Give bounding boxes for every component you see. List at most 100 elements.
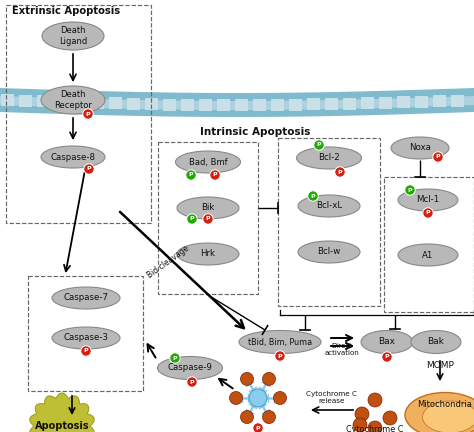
Text: Caspase-7: Caspase-7: [64, 293, 109, 302]
Ellipse shape: [398, 244, 458, 266]
Bar: [307, 98, 320, 110]
Text: Noxa: Noxa: [409, 143, 431, 152]
Text: Bik: Bik: [201, 203, 215, 213]
Text: P: P: [189, 172, 193, 178]
Bar: [158, 142, 258, 294]
Ellipse shape: [298, 241, 360, 263]
Text: Caspase-8: Caspase-8: [51, 152, 95, 162]
Ellipse shape: [422, 401, 474, 432]
Circle shape: [353, 418, 367, 432]
Circle shape: [275, 351, 285, 361]
Text: P: P: [317, 143, 321, 147]
Bar: [1, 94, 14, 106]
Ellipse shape: [41, 86, 105, 114]
Text: Bak: Bak: [428, 337, 445, 346]
Circle shape: [83, 109, 93, 119]
Text: P: P: [206, 216, 210, 222]
Text: P: P: [213, 172, 217, 178]
Ellipse shape: [52, 327, 120, 349]
Bar: [379, 97, 392, 109]
Circle shape: [253, 423, 263, 432]
Bar: [55, 96, 68, 108]
Text: Bax: Bax: [379, 337, 395, 346]
Circle shape: [273, 391, 286, 404]
Text: Direct
activation: Direct activation: [325, 343, 359, 356]
Ellipse shape: [177, 243, 239, 265]
Text: P: P: [173, 356, 177, 360]
Text: Apoptosis: Apoptosis: [35, 421, 89, 431]
Bar: [28, 276, 143, 391]
Circle shape: [170, 353, 180, 363]
Bar: [271, 99, 284, 111]
Circle shape: [368, 393, 382, 407]
Text: P: P: [278, 353, 283, 359]
Text: Bcl-xL: Bcl-xL: [316, 201, 342, 210]
Circle shape: [84, 164, 94, 174]
Bar: [278, 138, 380, 306]
Text: Bcl-2: Bcl-2: [318, 153, 340, 162]
Text: Intrinsic Apoptosis: Intrinsic Apoptosis: [200, 127, 310, 137]
Text: tBid, Bim, Puma: tBid, Bim, Puma: [248, 337, 312, 346]
Circle shape: [382, 352, 392, 362]
Ellipse shape: [298, 195, 360, 217]
Text: P: P: [385, 355, 389, 359]
Bar: [253, 99, 266, 111]
Text: Cytochrome C
release: Cytochrome C release: [307, 391, 357, 404]
Circle shape: [355, 407, 369, 421]
Polygon shape: [30, 393, 94, 432]
Text: MOMP: MOMP: [426, 361, 454, 370]
Circle shape: [81, 346, 91, 356]
Text: Bcl-w: Bcl-w: [318, 248, 341, 257]
Ellipse shape: [239, 330, 321, 353]
Bar: [109, 98, 122, 109]
Bar: [73, 96, 86, 108]
Text: P: P: [255, 426, 260, 431]
Text: Bad, Bmf: Bad, Bmf: [189, 158, 228, 166]
Text: P: P: [436, 155, 440, 159]
Text: A1: A1: [422, 251, 434, 260]
Circle shape: [433, 152, 443, 162]
Text: P: P: [86, 111, 91, 117]
Ellipse shape: [177, 197, 239, 219]
Text: Mitochondria: Mitochondria: [418, 400, 473, 409]
Circle shape: [405, 185, 415, 195]
Circle shape: [263, 372, 275, 385]
Circle shape: [210, 170, 220, 180]
Bar: [343, 98, 356, 110]
Circle shape: [240, 410, 254, 423]
Circle shape: [383, 411, 397, 425]
Circle shape: [240, 372, 254, 385]
Text: Bid cleavage: Bid cleavage: [146, 244, 191, 280]
Text: Death
Ligand: Death Ligand: [59, 26, 87, 46]
Circle shape: [368, 421, 382, 432]
Circle shape: [229, 391, 243, 404]
Bar: [433, 95, 446, 107]
Bar: [217, 99, 230, 111]
Text: Extrinsic Apoptosis: Extrinsic Apoptosis: [12, 6, 120, 16]
Text: Caspase-9: Caspase-9: [168, 363, 212, 372]
Ellipse shape: [297, 147, 362, 169]
Text: P: P: [426, 210, 430, 216]
Ellipse shape: [175, 151, 240, 173]
Text: P: P: [190, 216, 194, 222]
Text: Caspase-3: Caspase-3: [64, 334, 109, 343]
Bar: [163, 98, 176, 111]
Ellipse shape: [41, 146, 105, 168]
Ellipse shape: [157, 356, 222, 379]
Text: Death
Receptor: Death Receptor: [54, 90, 92, 110]
Ellipse shape: [361, 330, 413, 353]
Ellipse shape: [42, 22, 104, 50]
Text: P: P: [190, 379, 194, 384]
Bar: [415, 96, 428, 108]
Circle shape: [249, 389, 267, 407]
Bar: [199, 99, 212, 111]
Text: P: P: [408, 187, 412, 193]
Circle shape: [335, 167, 345, 177]
Circle shape: [308, 191, 318, 201]
Bar: [325, 98, 338, 110]
Bar: [289, 98, 302, 111]
Text: Mcl-1: Mcl-1: [416, 196, 439, 204]
Bar: [145, 98, 158, 110]
Circle shape: [186, 170, 196, 180]
Circle shape: [314, 140, 324, 150]
